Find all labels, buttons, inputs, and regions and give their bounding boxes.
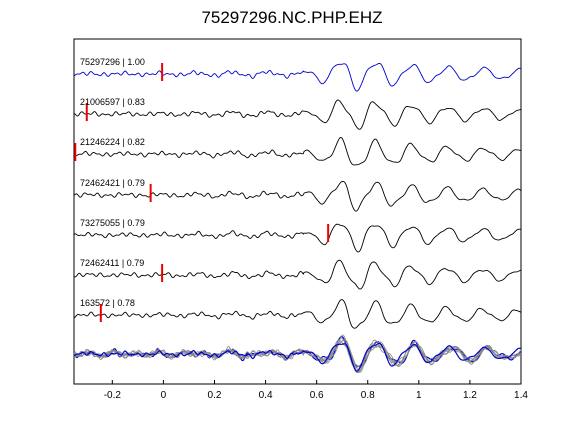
x-axis: -0.2 0 0.2 0.4 0.6 0.8 1 1.2 1.4 bbox=[104, 380, 528, 401]
x-tick-label: 0.4 bbox=[259, 390, 273, 401]
trace-line-73275055 bbox=[73, 223, 522, 253]
x-tick-label: 0.6 bbox=[310, 390, 324, 401]
traces-group bbox=[73, 62, 522, 329]
trace-line-21246224 bbox=[73, 136, 522, 166]
trace-line-21006597 bbox=[73, 99, 522, 130]
trace-line-75297296 bbox=[73, 62, 522, 92]
x-tick-label: 0.8 bbox=[361, 390, 375, 401]
trace-label-73275055: 73275055 | 0.79 bbox=[80, 218, 145, 228]
pick-markers-group bbox=[74, 63, 330, 322]
trace-labels-group: 75297296 | 1.00 21006597 | 0.83 21246224 |… bbox=[80, 57, 145, 308]
trace-line-72462411 bbox=[73, 259, 522, 290]
x-tick-label: 0.2 bbox=[208, 390, 222, 401]
trace-label-21006597: 21006597 | 0.83 bbox=[80, 97, 145, 107]
trace-line-163572 bbox=[73, 299, 522, 329]
stack-template-trace bbox=[73, 342, 522, 372]
x-tick-label: 1 bbox=[416, 390, 422, 401]
trace-label-72462411: 72462411 | 0.79 bbox=[80, 258, 144, 268]
chart-title: 75297296.NC.PHP.EHZ bbox=[201, 8, 382, 27]
plot-frame bbox=[73, 38, 522, 385]
trace-label-75297296: 75297296 | 1.00 bbox=[80, 57, 145, 67]
trace-line-72462421 bbox=[73, 180, 522, 212]
trace-label-163572: 163572 | 0.78 bbox=[80, 298, 135, 308]
stacked-overlay-group bbox=[73, 334, 522, 374]
x-tick-label: 0 bbox=[161, 390, 167, 401]
x-tick-label: 1.4 bbox=[514, 390, 528, 401]
x-tick-label: 1.2 bbox=[463, 390, 477, 401]
trace-label-21246224: 21246224 | 0.82 bbox=[80, 137, 145, 147]
x-tick-label: -0.2 bbox=[104, 390, 122, 401]
trace-label-72462421: 72462421 | 0.79 bbox=[80, 178, 145, 188]
